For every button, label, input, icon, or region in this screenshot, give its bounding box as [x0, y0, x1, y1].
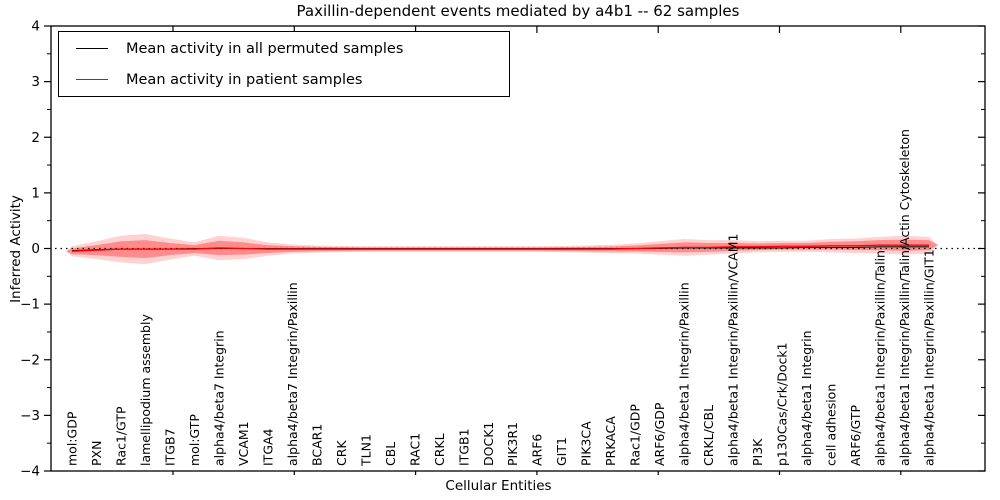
x-tick-label: ARF6: [530, 434, 545, 466]
x-tick-label: DOCK1: [481, 422, 496, 466]
legend-label: Mean activity in patient samples: [126, 71, 363, 88]
x-tick-label: PIK3R1: [505, 422, 520, 466]
x-tick-label: RAC1: [407, 433, 422, 466]
x-tick-label: Rac1/GTP: [113, 406, 128, 466]
x-tick-label: p130Cas/Crk/Dock1: [775, 342, 790, 466]
y-tick-label: 2: [31, 130, 40, 146]
y-tick-label: −2: [20, 352, 40, 368]
x-tick-label: CRKL/CBL: [701, 405, 716, 466]
x-axis-label: Cellular Entities: [445, 478, 552, 494]
x-tick-label: alpha4/beta1 Integrin/Paxillin/GIT1: [922, 249, 937, 466]
x-tick-label: alpha4/beta1 Integrin/Paxillin/Talin/Act…: [897, 129, 912, 466]
legend-swatch-patient: [76, 79, 108, 80]
legend-label: Mean activity in all permuted samples: [126, 40, 404, 57]
y-tick-label: 1: [31, 185, 40, 201]
patient-mean-line: [71, 244, 929, 252]
y-tick-label: −4: [20, 464, 40, 480]
x-tick-label: CRK: [334, 440, 349, 466]
x-tick-label: CRKL: [432, 433, 447, 466]
y-tick-label: 0: [31, 241, 40, 257]
x-tick-label: GIT1: [554, 437, 569, 466]
x-tick-label: alpha4/beta1 Integrin/Paxillin/VCAM1: [726, 234, 741, 466]
y-tick-label: 3: [31, 74, 40, 90]
x-tick-label: cell adhesion: [824, 384, 839, 466]
x-tick-label: Rac1/GDP: [628, 404, 643, 466]
legend-swatch-permuted: [76, 48, 108, 49]
x-tick-label: ARF6/GDP: [652, 402, 667, 466]
chart-title: Paxillin-dependent events mediated by a4…: [296, 2, 740, 20]
x-tick-label: ITGB7: [162, 428, 177, 466]
y-tick-label: −3: [20, 408, 40, 424]
x-tick-label: alpha4/beta7 Integrin/Paxillin: [285, 282, 300, 466]
x-tick-label: alpha4/beta7 Integrin: [211, 330, 226, 466]
x-tick-label: alpha4/beta1 Integrin/Paxillin/Talin: [873, 250, 888, 466]
x-tick-label: ARF6/GTP: [848, 405, 863, 466]
x-tick-label: mol:GDP: [65, 411, 80, 466]
x-tick-label: VCAM1: [236, 421, 251, 466]
x-tick-label: PRKACA: [603, 416, 618, 466]
legend: Mean activity in all permuted samples Me…: [58, 31, 510, 97]
x-tick-label: ITGA4: [260, 428, 275, 466]
x-tick-label: CBL: [383, 442, 398, 466]
x-tick-label: mol:GTP: [187, 414, 202, 466]
x-tick-label: PI3K: [750, 438, 765, 466]
y-axis-label: Inferred Activity: [8, 195, 24, 303]
x-tick-label: alpha4/beta1 Integrin/Paxillin: [677, 282, 692, 466]
legend-item: Mean activity in all permuted samples: [59, 34, 509, 63]
x-tick-label: TLN1: [358, 434, 373, 467]
x-tick-label: lamellipodium assembly: [138, 314, 153, 466]
x-tick-label: PIK3CA: [579, 421, 594, 466]
legend-item: Mean activity in patient samples: [59, 65, 509, 94]
y-tick-label: 4: [31, 19, 40, 35]
x-tick-label: ITGB1: [456, 428, 471, 466]
x-tick-label: BCAR1: [309, 424, 324, 466]
x-tick-label: PXN: [89, 441, 104, 466]
x-tick-label: alpha4/beta1 Integrin: [799, 330, 814, 466]
y-tick-label: −1: [20, 297, 40, 313]
